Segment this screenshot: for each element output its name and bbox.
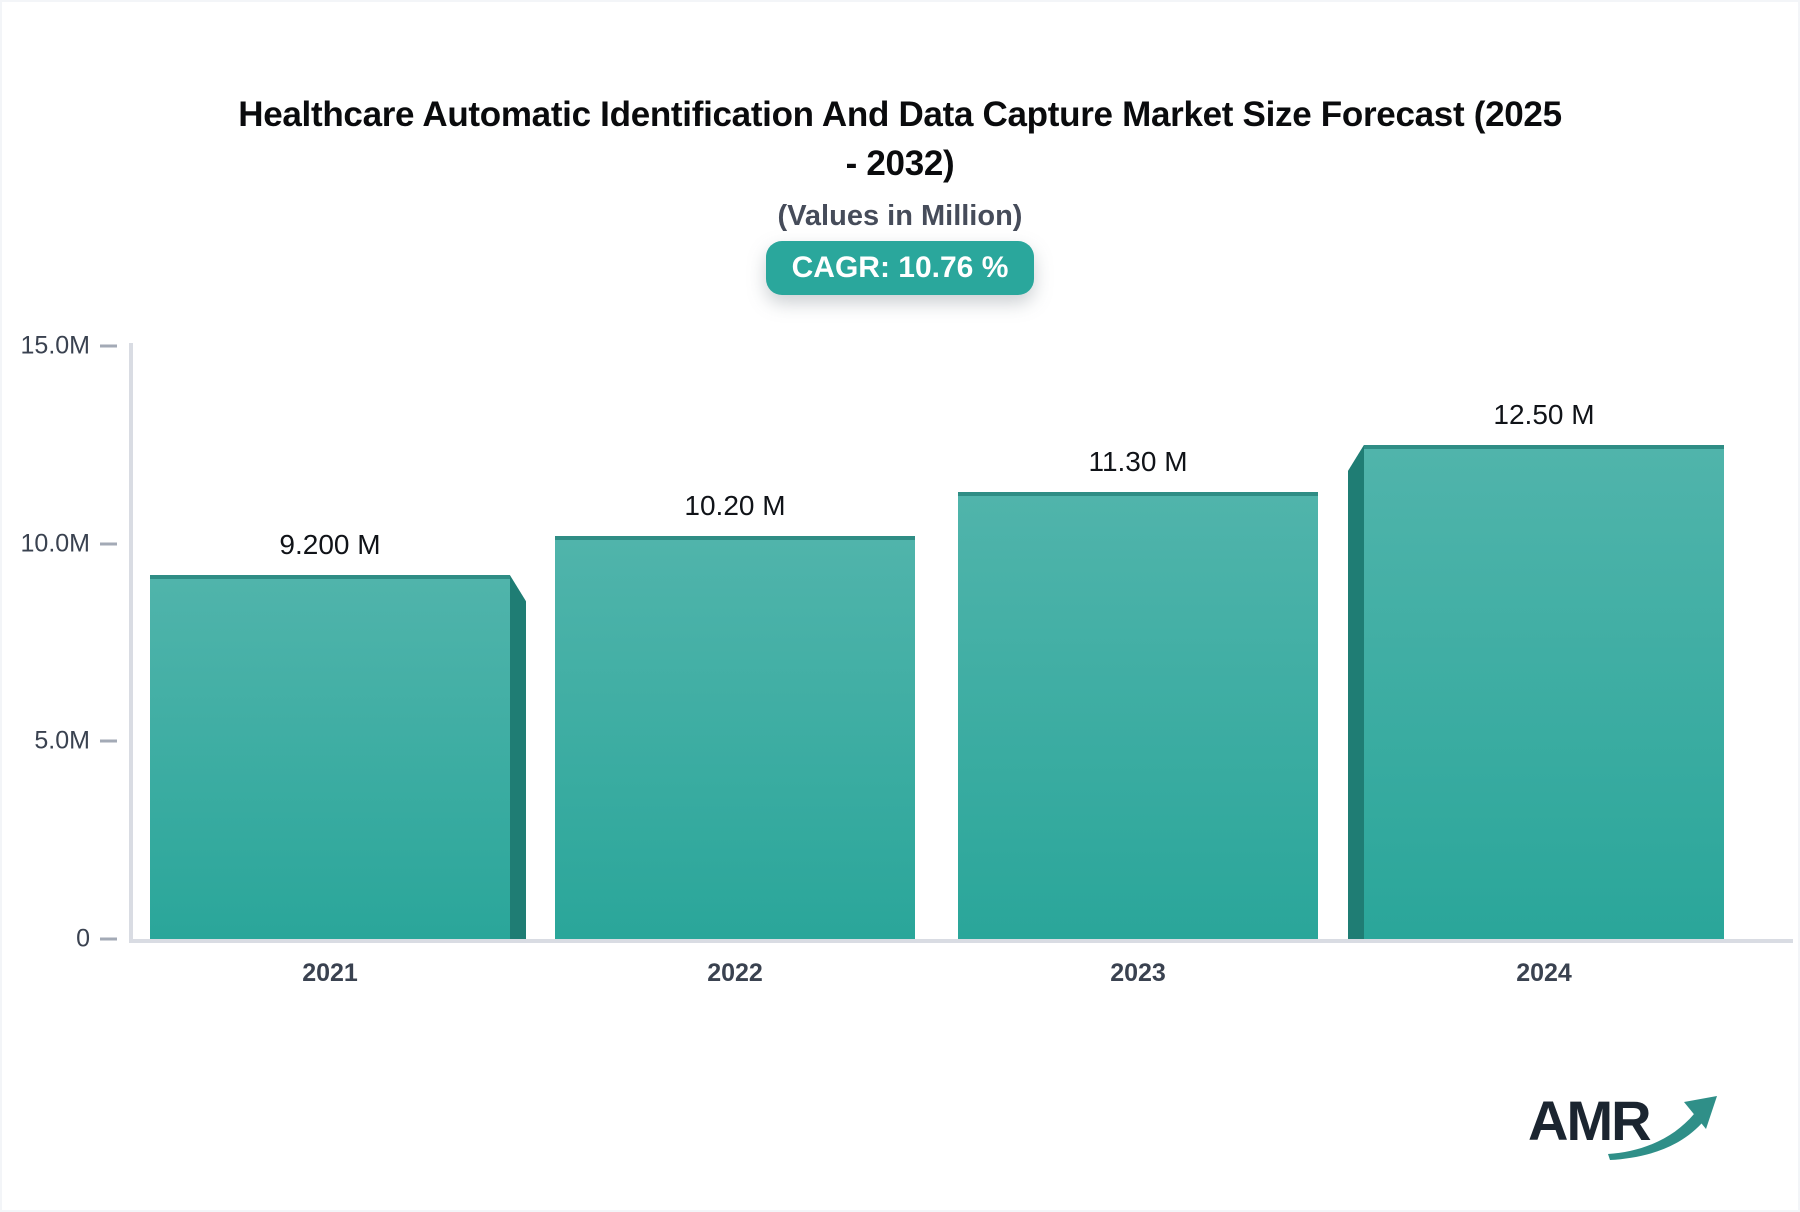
cagr-badge: CAGR: 10.76 % <box>765 241 1035 295</box>
y-axis-tick-label: 0 <box>76 924 90 953</box>
bar-2023 <box>958 492 1318 939</box>
bar-value-label: 9.200 M <box>279 529 381 561</box>
x-axis-category-label: 2021 <box>302 959 358 987</box>
y-axis-tick-mark <box>100 739 117 743</box>
bar-value-label: 10.20 M <box>684 489 786 521</box>
y-axis-tick-label: 15.0M <box>20 331 90 360</box>
chart-header: Healthcare Automatic Identification And … <box>0 90 1800 295</box>
bar-3d-side <box>510 575 526 939</box>
amr-logo: AMR <box>1528 1088 1718 1166</box>
amr-logo-text: AMR <box>1528 1089 1652 1152</box>
y-axis-line <box>129 343 133 943</box>
x-axis-category-label: 2022 <box>707 959 763 987</box>
chart-subtitle: (Values in Million) <box>777 200 1023 232</box>
bar-2022 <box>555 535 915 939</box>
bar-value-label: 12.50 M <box>1493 398 1595 430</box>
bar-2024 <box>1364 444 1724 939</box>
y-axis-tick-mark <box>100 937 117 941</box>
chart-title: Healthcare Automatic Identification And … <box>0 90 1800 188</box>
chart-title-line-1: Healthcare Automatic Identification And … <box>238 95 1562 134</box>
y-axis-tick-label: 10.0M <box>20 529 90 558</box>
x-axis-category-label: 2023 <box>1110 959 1166 987</box>
bar-3d-side <box>1348 444 1364 939</box>
plot-area: 15.0M 10.0M 5.0M 0 9.200 M 2021 10.20 M 2022 11.… <box>21 332 1793 987</box>
y-axis-tick-mark <box>100 344 117 348</box>
x-axis-line <box>129 939 1793 943</box>
chart-title-line-2: - 2032) <box>845 144 955 183</box>
bar-2021 <box>150 575 510 939</box>
bar-value-label: 11.30 M <box>1088 446 1188 478</box>
x-axis-category-label: 2024 <box>1516 959 1572 987</box>
y-axis-tick-mark <box>100 542 117 546</box>
y-axis-tick-label: 5.0M <box>34 726 90 755</box>
growth-arrow-icon <box>1608 1096 1717 1160</box>
